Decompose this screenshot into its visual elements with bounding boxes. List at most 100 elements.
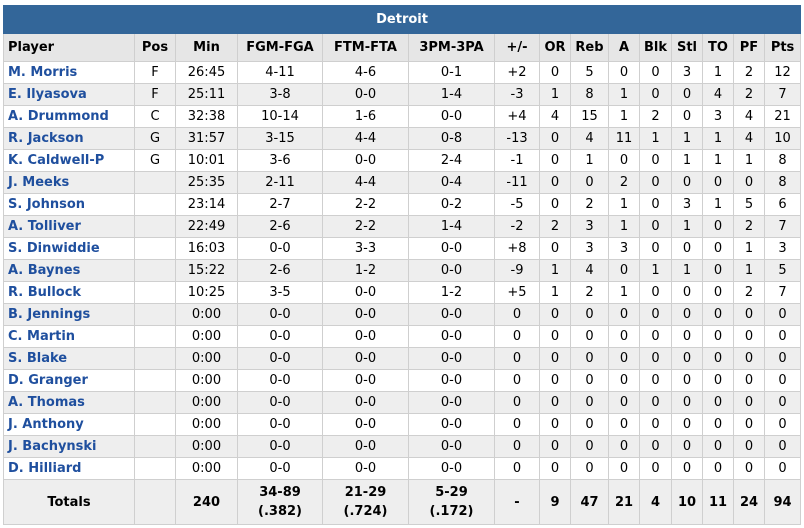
player-name[interactable]: M. Morris <box>3 61 135 84</box>
player-pos <box>134 325 176 348</box>
player-to: 0 <box>702 369 734 392</box>
totals-row: Totals 240 34-89 (.382) 21-29 (.724) 5-29 (… <box>3 479 802 525</box>
player-plusminus: 0 <box>494 325 540 348</box>
col-header-3p[interactable]: 3PM-3PA <box>408 33 495 62</box>
col-header-or[interactable]: OR <box>539 33 571 62</box>
player-name[interactable]: J. Anthony <box>3 413 135 436</box>
player-name[interactable]: C. Martin <box>3 325 135 348</box>
player-name[interactable]: B. Jennings <box>3 303 135 326</box>
totals-ft-made: 21-29 <box>344 485 387 500</box>
player-pts: 0 <box>763 325 802 348</box>
player-min: 0:00 <box>175 369 238 392</box>
player-plusminus: -9 <box>494 259 540 282</box>
team-name: Detroit <box>2 5 802 34</box>
player-stl: 1 <box>671 149 703 172</box>
player-ast: 0 <box>608 391 640 414</box>
player-pf: 0 <box>733 325 765 348</box>
col-header-reb[interactable]: Reb <box>570 33 609 62</box>
player-name[interactable]: R. Bullock <box>3 281 135 304</box>
player-blk: 0 <box>639 61 672 84</box>
player-3p: 0-0 <box>408 391 495 414</box>
player-row: C. Martin 0:00 0-0 0-0 0-0 0 0 0 0 0 0 0 0 0 <box>3 325 802 348</box>
col-header-stl[interactable]: Stl <box>671 33 703 62</box>
player-to: 0 <box>702 215 734 238</box>
player-to: 0 <box>702 413 734 436</box>
player-plusminus: +8 <box>494 237 540 260</box>
player-ft: 1-6 <box>322 105 409 128</box>
col-header-ast[interactable]: A <box>608 33 640 62</box>
player-plusminus: 0 <box>494 303 540 326</box>
player-pf: 0 <box>733 369 765 392</box>
player-min: 0:00 <box>175 347 238 370</box>
player-name[interactable]: A. Drummond <box>3 105 135 128</box>
player-ft: 0-0 <box>322 347 409 370</box>
col-header-pf[interactable]: PF <box>733 33 765 62</box>
player-name[interactable]: A. Tolliver <box>3 215 135 238</box>
player-pf: 0 <box>733 303 765 326</box>
col-header-to[interactable]: TO <box>702 33 734 62</box>
player-name[interactable]: S. Blake <box>3 347 135 370</box>
player-name[interactable]: S. Dinwiddie <box>3 237 135 260</box>
player-fg: 2-6 <box>237 259 323 282</box>
player-blk: 0 <box>639 391 672 414</box>
player-pos <box>134 215 176 238</box>
player-pf: 2 <box>733 281 765 304</box>
player-blk: 0 <box>639 281 672 304</box>
player-row: S. Dinwiddie 16:03 0-0 3-3 0-0 +8 0 3 3 0 0 0 1 3 <box>3 237 802 260</box>
totals-fg-made: 34-89 <box>259 485 301 500</box>
player-reb: 15 <box>570 105 609 128</box>
player-3p: 0-1 <box>408 61 495 84</box>
player-to: 3 <box>702 105 734 128</box>
player-min: 16:03 <box>175 237 238 260</box>
player-to: 0 <box>702 303 734 326</box>
player-pf: 2 <box>733 61 765 84</box>
player-blk: 0 <box>639 171 672 194</box>
player-stl: 1 <box>671 259 703 282</box>
player-min: 31:57 <box>175 127 238 150</box>
player-or: 4 <box>539 105 571 128</box>
player-pf: 0 <box>733 347 765 370</box>
player-blk: 0 <box>639 149 672 172</box>
col-header-pos[interactable]: Pos <box>134 33 176 62</box>
col-header-fg[interactable]: FGM-FGA <box>237 33 323 62</box>
player-to: 0 <box>702 391 734 414</box>
player-name[interactable]: D. Granger <box>3 369 135 392</box>
player-or: 0 <box>539 237 571 260</box>
player-reb: 3 <box>570 237 609 260</box>
player-pos: C <box>134 105 176 128</box>
player-plusminus: -2 <box>494 215 540 238</box>
player-name[interactable]: J. Meeks <box>3 171 135 194</box>
col-header-plusminus[interactable]: +/- <box>494 33 540 62</box>
player-pos <box>134 347 176 370</box>
player-name[interactable]: D. Hilliard <box>3 457 135 480</box>
col-header-player[interactable]: Player <box>3 33 135 62</box>
col-header-pts[interactable]: Pts <box>763 33 802 62</box>
col-header-ft[interactable]: FTM-FTA <box>322 33 409 62</box>
player-name[interactable]: R. Jackson <box>3 127 135 150</box>
player-reb: 0 <box>570 369 609 392</box>
player-fg: 0-0 <box>237 237 323 260</box>
player-plusminus: -11 <box>494 171 540 194</box>
player-name[interactable]: E. Ilyasova <box>3 83 135 106</box>
col-header-min[interactable]: Min <box>175 33 238 62</box>
player-ast: 11 <box>608 127 640 150</box>
player-3p: 1-4 <box>408 215 495 238</box>
player-name[interactable]: K. Caldwell-P <box>3 149 135 172</box>
player-to: 4 <box>702 83 734 106</box>
player-or: 0 <box>539 61 571 84</box>
player-pf: 4 <box>733 105 765 128</box>
player-row: S. Johnson 23:14 2-7 2-2 0-2 -5 0 2 1 0 3 1 5 6 <box>3 193 802 216</box>
player-name[interactable]: A. Baynes <box>3 259 135 282</box>
player-name[interactable]: A. Thomas <box>3 391 135 414</box>
player-fg: 0-0 <box>237 457 323 480</box>
player-3p: 0-2 <box>408 193 495 216</box>
player-min: 0:00 <box>175 413 238 436</box>
totals-stl: 10 <box>671 479 703 525</box>
player-name[interactable]: J. Bachynski <box>3 435 135 458</box>
col-header-blk[interactable]: Blk <box>639 33 672 62</box>
player-3p: 0-4 <box>408 171 495 194</box>
player-name[interactable]: S. Johnson <box>3 193 135 216</box>
player-to: 0 <box>702 281 734 304</box>
player-ast: 0 <box>608 435 640 458</box>
totals-min: 240 <box>175 479 238 525</box>
